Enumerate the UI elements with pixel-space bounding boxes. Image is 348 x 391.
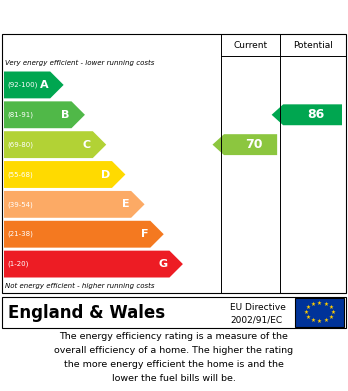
Text: A: A (40, 80, 48, 90)
Polygon shape (4, 161, 125, 188)
Polygon shape (4, 72, 64, 99)
Text: ★: ★ (324, 318, 329, 323)
Text: England & Wales: England & Wales (8, 303, 165, 321)
Text: ★: ★ (305, 305, 310, 310)
Polygon shape (272, 104, 342, 125)
Polygon shape (213, 134, 277, 155)
Text: E: E (121, 199, 129, 209)
Text: (21-38): (21-38) (7, 231, 33, 237)
Text: ★: ★ (324, 302, 329, 307)
Text: ★: ★ (310, 302, 315, 307)
Text: 2002/91/EC: 2002/91/EC (230, 316, 282, 325)
Text: ★: ★ (305, 315, 310, 319)
Text: ★: ★ (317, 319, 322, 324)
Text: (39-54): (39-54) (7, 201, 33, 208)
Text: EU Directive: EU Directive (230, 303, 286, 312)
Text: B: B (61, 110, 70, 120)
Text: Current: Current (234, 41, 268, 50)
Polygon shape (4, 101, 85, 128)
Text: Not energy efficient - higher running costs: Not energy efficient - higher running co… (5, 283, 155, 289)
Polygon shape (4, 191, 144, 218)
Text: (1-20): (1-20) (7, 261, 29, 267)
Text: G: G (158, 259, 167, 269)
Bar (2, 297, 346, 328)
Text: (92-100): (92-100) (7, 82, 37, 88)
Text: ★: ★ (310, 318, 315, 323)
Text: ★: ★ (317, 301, 322, 306)
Text: ★: ★ (303, 310, 308, 315)
Text: 70: 70 (245, 138, 263, 151)
Bar (295, 298, 344, 327)
Text: The energy efficiency rating is a measure of the
overall efficiency of a home. T: The energy efficiency rating is a measur… (54, 332, 294, 383)
Polygon shape (4, 251, 183, 278)
Text: Potential: Potential (293, 41, 333, 50)
Text: F: F (141, 229, 148, 239)
Text: (55-68): (55-68) (7, 171, 33, 178)
Text: ★: ★ (329, 315, 334, 319)
Text: Very energy efficient - lower running costs: Very energy efficient - lower running co… (5, 60, 155, 66)
Text: ★: ★ (331, 310, 336, 315)
Text: 86: 86 (307, 108, 325, 121)
Text: ★: ★ (329, 305, 334, 310)
Polygon shape (4, 221, 164, 248)
Text: D: D (101, 170, 110, 179)
Polygon shape (4, 131, 106, 158)
Text: (81-91): (81-91) (7, 111, 33, 118)
Text: Energy Efficiency Rating: Energy Efficiency Rating (10, 9, 220, 23)
Text: (69-80): (69-80) (7, 142, 33, 148)
Text: C: C (83, 140, 91, 150)
